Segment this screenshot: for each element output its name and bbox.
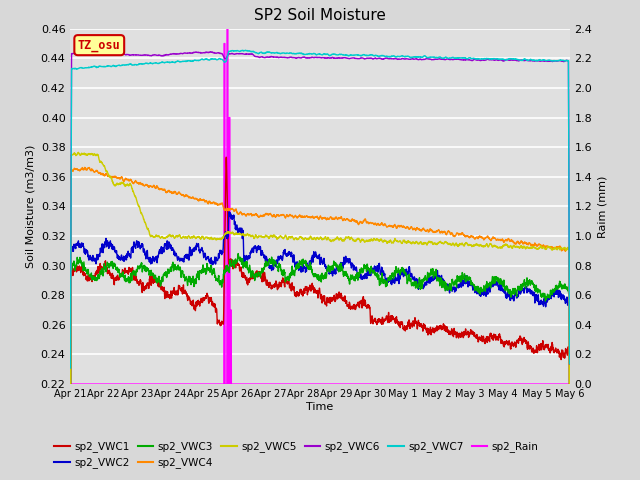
- Y-axis label: Raim (mm): Raim (mm): [598, 175, 608, 238]
- Text: TZ_osu: TZ_osu: [78, 39, 120, 52]
- X-axis label: Time: Time: [307, 402, 333, 412]
- Legend: sp2_VWC1, sp2_VWC2, sp2_VWC3, sp2_VWC4, sp2_VWC5, sp2_VWC6, sp2_VWC7, sp2_Rain: sp2_VWC1, sp2_VWC2, sp2_VWC3, sp2_VWC4, …: [50, 437, 543, 472]
- Title: SP2 Soil Moisture: SP2 Soil Moisture: [254, 9, 386, 24]
- Y-axis label: Soil Moisture (m3/m3): Soil Moisture (m3/m3): [25, 144, 35, 268]
